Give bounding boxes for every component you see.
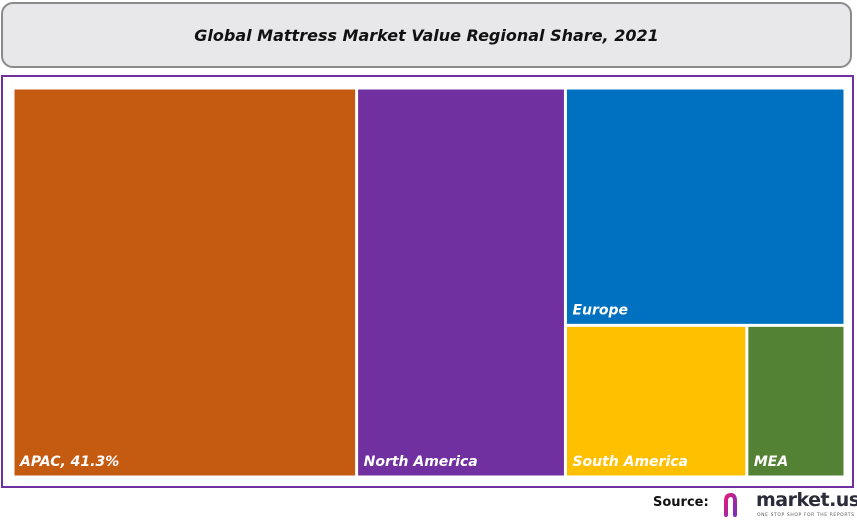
market-us-logo-icon (724, 492, 751, 517)
brand-tagline: ONE STOP SHOP FOR THE REPORTS (757, 513, 855, 518)
brand-logo[interactable]: market.us ONE STOP SHOP FOR THE REPORTS (723, 489, 857, 521)
source-label: Source: (653, 495, 709, 510)
treemap-frame (1, 75, 854, 488)
chart-title-box: Global Mattress Market Value Regional Sh… (1, 2, 852, 68)
brand-name: market.us (756, 489, 857, 511)
chart-title: Global Mattress Market Value Regional Sh… (194, 25, 659, 45)
